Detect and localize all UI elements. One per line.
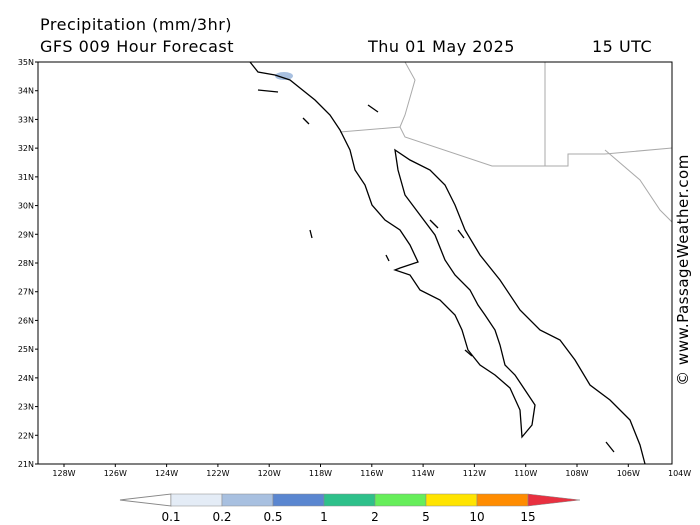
subtitle: GFS 009 Hour Forecast [40,37,234,56]
colorbar-label: 1 [320,510,328,524]
precip-area [275,72,293,80]
title: Precipitation (mm/3hr) [40,15,232,34]
lon-label: 108W [565,469,588,478]
lon-label: 120W [258,469,281,478]
colorbar-segment [476,493,529,507]
lon-label: 118W [309,469,332,478]
lat-label: 35N [18,58,34,67]
lat-label: 30N [18,202,34,211]
lon-label: 106W [617,469,640,478]
colorbar-segment [272,493,325,507]
lon-label: 124W [155,469,178,478]
colorbar-label: 0.1 [161,510,180,524]
lat-label: 26N [18,316,34,325]
lat-label: 33N [18,115,34,124]
lat-label: 32N [18,144,34,153]
colorbar-label: 10 [469,510,484,524]
colorbar-segment [374,493,427,507]
lat-label: 27N [18,288,34,297]
lat-label: 28N [18,259,34,268]
colorbar-label: 2 [371,510,379,524]
lat-label: 24N [18,374,34,383]
colorbar-label: 5 [422,510,430,524]
lat-label: 21N [18,460,34,469]
lon-label: 116W [360,469,383,478]
lon-label: 122W [206,469,229,478]
lon-label: 114W [412,469,435,478]
lon-label: 126W [104,469,127,478]
lat-label: 34N [18,87,34,96]
borders [339,61,673,223]
colorbar-segment [170,493,223,507]
lon-label: 104W [668,469,691,478]
lon-label: 112W [463,469,486,478]
lat-label: 22N [18,431,34,440]
colorbar-segment [221,493,274,507]
map [37,61,673,465]
colorbar-label: 0.2 [212,510,231,524]
forecast-time: 15 UTC [592,37,652,56]
lat-label: 23N [18,403,34,412]
colorbar-label: 0.5 [263,510,282,524]
map-frame [37,61,673,465]
colorbar-low [119,493,172,507]
colorbar-label: 15 [520,510,535,524]
coastline [249,61,646,465]
forecast-date: Thu 01 May 2025 [367,37,515,56]
lat-label: 29N [18,230,34,239]
lon-label: 110W [514,469,537,478]
watermark: © www.PassageWeather.com [674,154,692,386]
lat-label: 31N [18,173,34,182]
colorbar-segment [323,493,376,507]
lon-label: 128W [52,469,75,478]
lat-label: 25N [18,345,34,354]
colorbar-high [527,493,581,507]
colorbar-segment [425,493,478,507]
